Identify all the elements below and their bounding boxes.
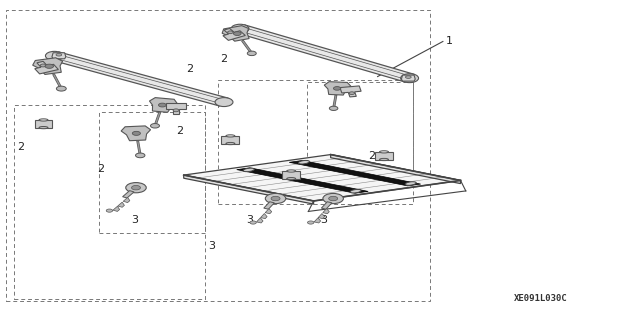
Circle shape: [45, 51, 63, 60]
Polygon shape: [184, 175, 314, 204]
Polygon shape: [324, 82, 351, 95]
Bar: [375, 152, 393, 160]
Bar: [35, 120, 52, 128]
Polygon shape: [401, 75, 415, 81]
Circle shape: [56, 86, 67, 91]
Ellipse shape: [287, 170, 296, 172]
Circle shape: [401, 74, 419, 83]
Ellipse shape: [39, 119, 48, 121]
Circle shape: [323, 193, 344, 204]
Circle shape: [228, 31, 233, 33]
Ellipse shape: [226, 142, 235, 145]
Ellipse shape: [380, 159, 388, 161]
Polygon shape: [260, 213, 267, 219]
Polygon shape: [321, 202, 332, 209]
Text: 3: 3: [246, 215, 253, 225]
Text: 3: 3: [131, 215, 138, 225]
Ellipse shape: [298, 160, 309, 164]
Circle shape: [333, 86, 340, 90]
Circle shape: [106, 209, 113, 212]
Text: 2: 2: [220, 54, 228, 64]
Ellipse shape: [380, 151, 388, 153]
Ellipse shape: [405, 182, 416, 185]
Text: XE091L030C: XE091L030C: [514, 294, 568, 303]
Polygon shape: [331, 155, 461, 184]
Text: 1: 1: [446, 36, 453, 46]
Circle shape: [247, 51, 256, 56]
Polygon shape: [52, 53, 66, 59]
Circle shape: [330, 106, 338, 110]
Circle shape: [40, 64, 46, 67]
Polygon shape: [123, 191, 134, 198]
Text: 2: 2: [175, 126, 183, 136]
Bar: [221, 136, 239, 144]
Circle shape: [45, 64, 54, 68]
Ellipse shape: [243, 168, 254, 172]
Circle shape: [132, 131, 140, 135]
Circle shape: [250, 221, 256, 224]
Polygon shape: [289, 160, 420, 186]
Polygon shape: [265, 209, 272, 214]
Polygon shape: [257, 218, 263, 223]
Circle shape: [231, 24, 249, 33]
Polygon shape: [113, 206, 120, 211]
Circle shape: [125, 182, 147, 193]
Polygon shape: [35, 61, 58, 74]
Polygon shape: [223, 28, 245, 40]
Circle shape: [215, 98, 233, 107]
Polygon shape: [236, 25, 414, 82]
Circle shape: [307, 221, 314, 224]
Polygon shape: [184, 155, 461, 201]
Circle shape: [234, 32, 241, 35]
Ellipse shape: [226, 135, 235, 137]
Polygon shape: [222, 26, 249, 41]
Text: 3: 3: [208, 241, 214, 251]
Polygon shape: [323, 209, 330, 214]
Polygon shape: [318, 213, 324, 219]
Polygon shape: [123, 197, 130, 203]
Circle shape: [136, 153, 145, 158]
Polygon shape: [314, 218, 321, 223]
Circle shape: [271, 196, 280, 201]
Ellipse shape: [39, 126, 48, 129]
Polygon shape: [237, 168, 368, 193]
Text: 2: 2: [186, 63, 194, 74]
Ellipse shape: [406, 76, 412, 78]
Circle shape: [266, 193, 286, 204]
Circle shape: [349, 92, 355, 94]
Ellipse shape: [287, 177, 296, 180]
Text: 3: 3: [320, 215, 326, 225]
Polygon shape: [150, 98, 177, 112]
Polygon shape: [118, 202, 124, 207]
Text: 2: 2: [17, 142, 25, 152]
Text: 2: 2: [367, 151, 375, 161]
Polygon shape: [50, 52, 228, 106]
Polygon shape: [33, 58, 63, 74]
Polygon shape: [166, 103, 186, 114]
Circle shape: [150, 123, 159, 128]
Circle shape: [159, 103, 166, 107]
Polygon shape: [264, 202, 275, 209]
Circle shape: [173, 109, 179, 112]
Bar: [282, 171, 300, 179]
Polygon shape: [121, 126, 150, 141]
Polygon shape: [340, 86, 361, 97]
Ellipse shape: [350, 189, 361, 193]
Circle shape: [132, 185, 141, 190]
Ellipse shape: [56, 54, 61, 56]
Circle shape: [329, 196, 338, 201]
Text: 2: 2: [97, 164, 105, 174]
